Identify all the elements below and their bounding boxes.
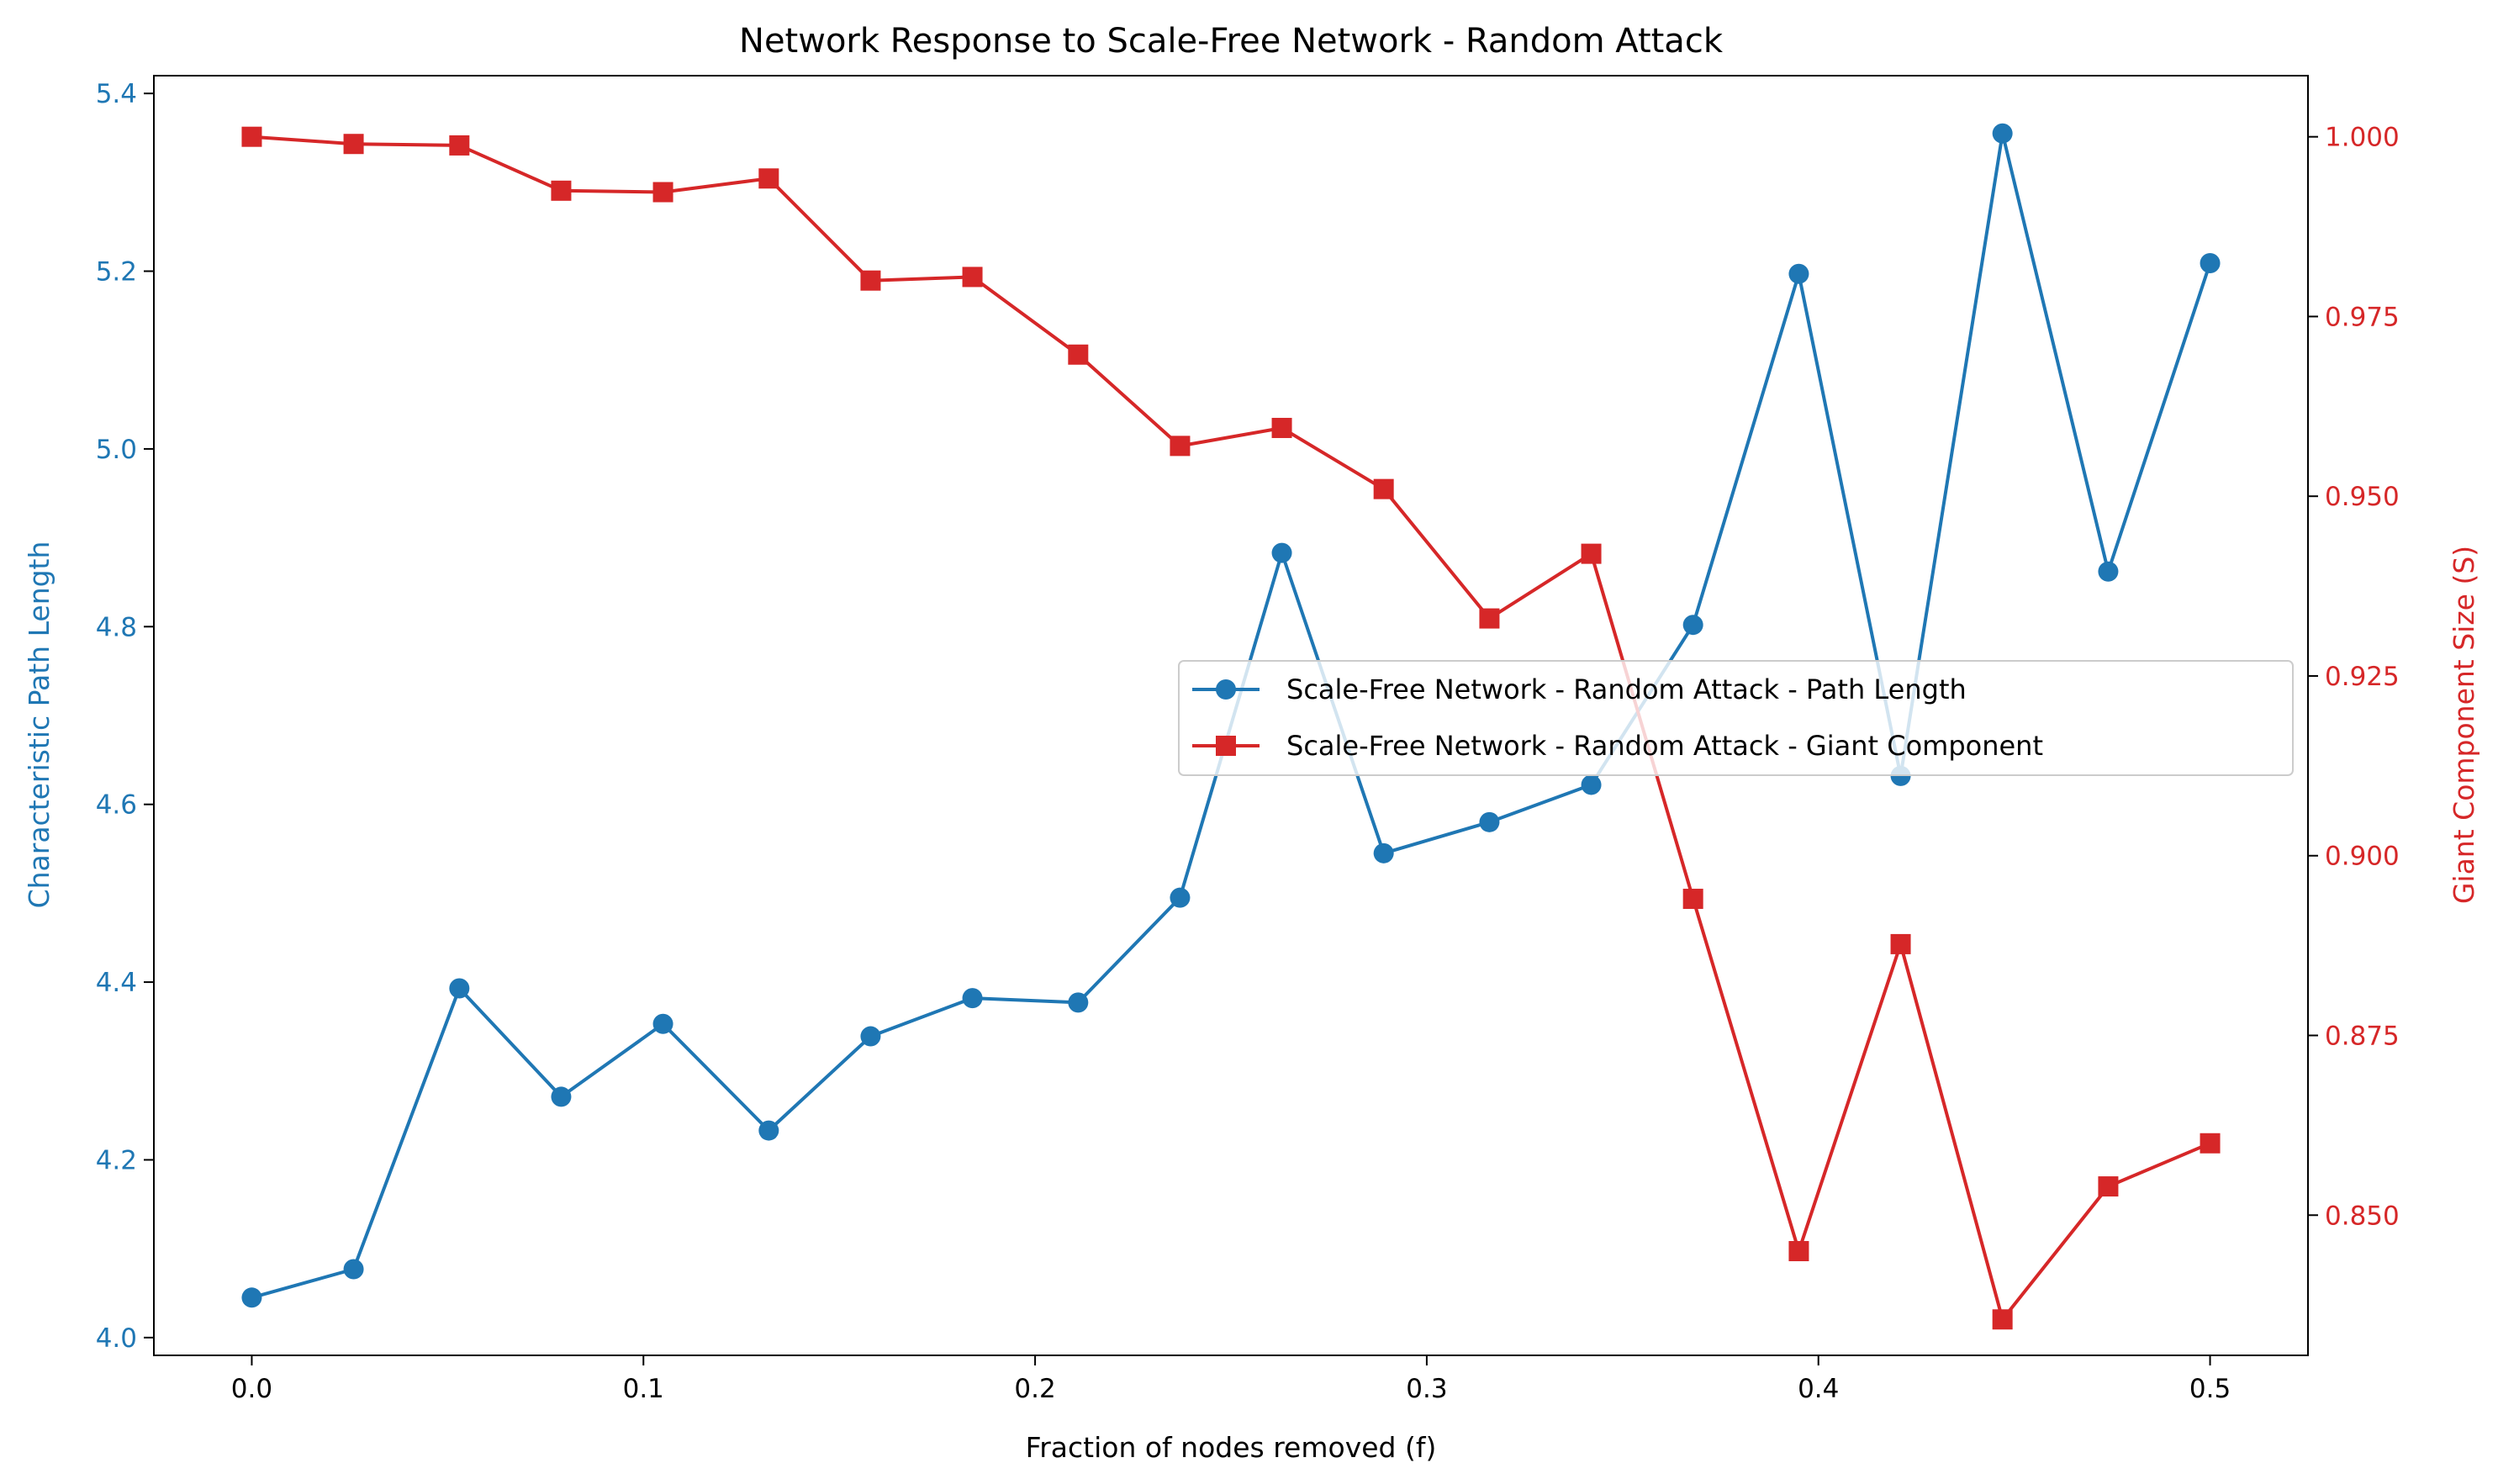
series-1-point xyxy=(962,988,983,1009)
series-2-point xyxy=(449,135,470,156)
series-1-point xyxy=(1788,263,1809,284)
series-2-point xyxy=(1890,933,1911,954)
series-1-point xyxy=(1068,992,1089,1013)
series-1-point xyxy=(1479,811,1500,832)
series-2-point xyxy=(2098,1176,2119,1197)
plot-frame xyxy=(153,75,2309,1356)
series-1-point xyxy=(2098,561,2119,582)
series-2-point xyxy=(1788,1241,1809,1262)
y-right-tick-label: 0.850 xyxy=(2325,1201,2400,1231)
series-2-point xyxy=(1170,436,1191,457)
series-2-point xyxy=(1479,608,1500,629)
series-2-point xyxy=(1992,1309,2013,1330)
y-left-tick-label: 5.0 xyxy=(96,435,137,465)
series-1-point xyxy=(1373,842,1394,863)
y-left-tick-label: 4.6 xyxy=(96,790,137,821)
y-left-tick-label: 4.2 xyxy=(96,1145,137,1175)
series-1-point xyxy=(1682,615,1703,636)
series-2-point xyxy=(860,270,881,291)
series-1-point xyxy=(2200,253,2221,274)
series-2-point xyxy=(962,267,983,288)
series-2-point xyxy=(652,182,673,203)
legend-marker-1 xyxy=(1216,679,1236,700)
legend-box xyxy=(1178,660,2294,776)
series-1-point xyxy=(1992,123,2013,144)
legend: Scale-Free Network - Random Attack - Pat… xyxy=(1178,660,2294,776)
series-1-point xyxy=(652,1013,673,1034)
series-1-point xyxy=(1581,774,1602,795)
series-2-point xyxy=(1682,889,1703,910)
x-tick-label: 0.5 xyxy=(2189,1374,2231,1404)
series-line-2 xyxy=(251,135,2211,1322)
y-right-tick-label: 0.975 xyxy=(2325,302,2400,332)
series-2-point xyxy=(1068,344,1089,365)
legend-label-1: Scale-Free Network - Random Attack - Pat… xyxy=(1286,673,1967,705)
series-1-point xyxy=(241,1287,262,1308)
series-2-point xyxy=(1271,417,1292,438)
x-tick-label: 0.3 xyxy=(1406,1374,1447,1404)
y-axis-left-title: Characteristic Path Length xyxy=(23,541,55,909)
series-1-point xyxy=(1170,887,1191,908)
y-left-tick-label: 4.0 xyxy=(96,1323,137,1354)
legend-marker-2 xyxy=(1216,736,1236,756)
x-tick-label: 0.2 xyxy=(1014,1374,1055,1404)
series-1-point xyxy=(449,978,470,999)
y-left-tick-label: 5.2 xyxy=(96,257,137,288)
series-2-point xyxy=(1373,478,1394,499)
y-right-tick-label: 0.900 xyxy=(2325,842,2400,872)
plot-area xyxy=(241,123,2221,1330)
series-1-point xyxy=(758,1120,779,1141)
series-1-point xyxy=(551,1086,572,1107)
x-tick-label: 0.0 xyxy=(231,1374,272,1404)
series-2-point xyxy=(551,180,572,201)
y-left-tick-label: 5.4 xyxy=(96,79,137,109)
series-2-point xyxy=(1581,543,1602,564)
series-2-point xyxy=(241,126,262,147)
y-right-tick-label: 1.000 xyxy=(2325,123,2400,153)
x-tick-label: 0.1 xyxy=(623,1374,664,1404)
x-tick-label: 0.4 xyxy=(1798,1374,1839,1404)
series-2-point xyxy=(343,134,364,155)
y-right-tick-label: 0.950 xyxy=(2325,482,2400,512)
series-1-point xyxy=(1271,542,1292,563)
y-axis-right-title: Giant Component Size (S) xyxy=(2448,546,2480,904)
legend-label-2: Scale-Free Network - Random Attack - Gia… xyxy=(1286,730,2043,762)
y-right-tick-label: 0.925 xyxy=(2325,662,2400,692)
series-2-point xyxy=(758,168,779,189)
y-right-tick-label: 0.875 xyxy=(2325,1022,2400,1052)
x-axis-title: Fraction of nodes removed (f) xyxy=(1026,1431,1437,1464)
y-left-tick-label: 4.8 xyxy=(96,612,137,642)
chart-title: Network Response to Scale-Free Network -… xyxy=(739,22,1724,61)
series-1-point xyxy=(860,1026,881,1047)
series-2-point xyxy=(2200,1133,2221,1154)
y-left-tick-label: 4.4 xyxy=(96,968,137,998)
series-1-point xyxy=(343,1259,364,1280)
axes: 0.0 0.1 0.2 0.3 0.4 0.5 4.0 4.2 4.4 4.6 4.8 5.0 5.2 5… xyxy=(96,75,2400,1404)
